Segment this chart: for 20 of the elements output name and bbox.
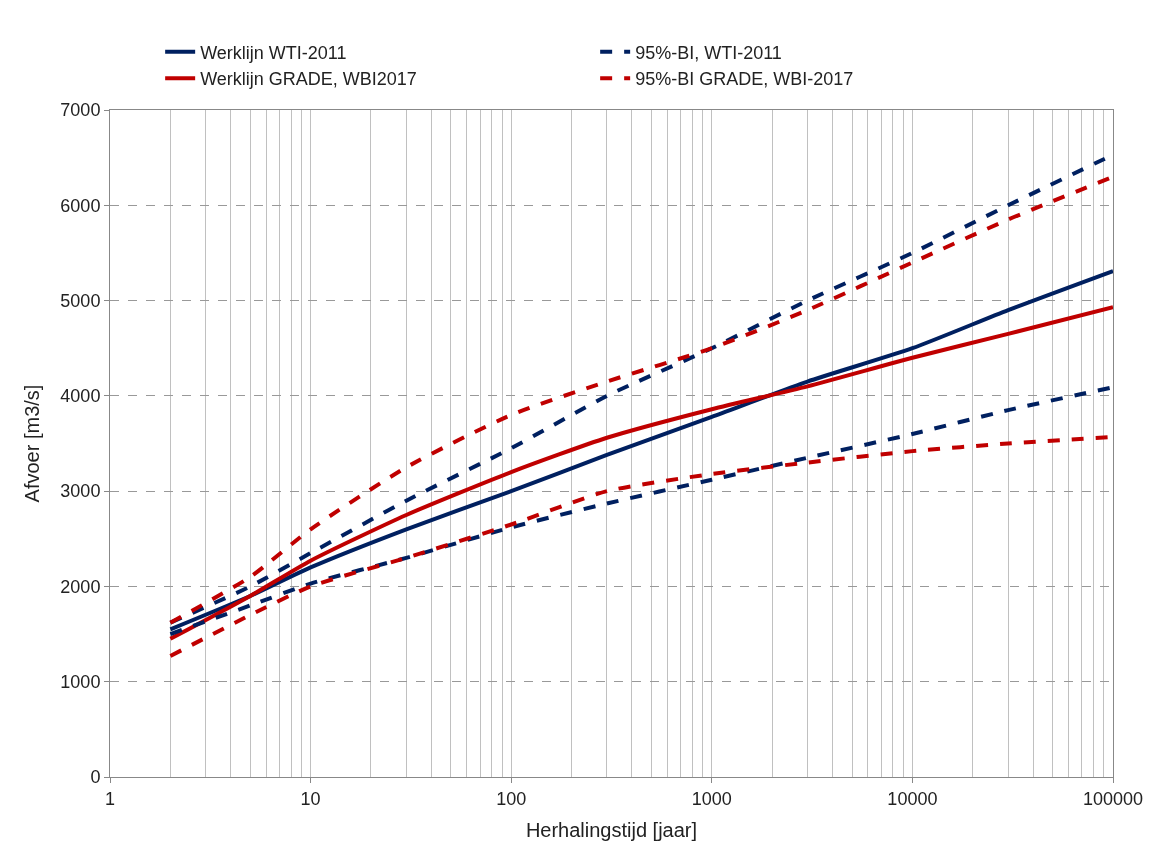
x-tick-label: 100000: [1082, 788, 1144, 809]
y-tick-label: 0: [90, 767, 101, 788]
y-axis-title: Afvoer [m3/s]: [20, 384, 43, 503]
legend-label: 95%-BI GRADE, WBI-2017: [635, 69, 854, 90]
legend-label: Werklijn GRADE, WBI2017: [200, 69, 417, 90]
y-tick-label: 2000: [60, 576, 101, 597]
y-tick-label: 3000: [60, 481, 101, 502]
x-tick-label: 1: [104, 788, 116, 809]
y-tick-label: 7000: [60, 100, 101, 121]
y-tick-label: 6000: [60, 195, 101, 216]
legend-label: Werklijn WTI-2011: [200, 42, 347, 63]
x-tick-label: 10000: [887, 788, 938, 809]
x-tick-label: 10: [300, 788, 321, 809]
y-tick-label: 5000: [60, 290, 101, 311]
legend-label: 95%-BI, WTI-2011: [635, 42, 782, 63]
x-tick-label: 100: [496, 788, 527, 809]
x-tick-label: 1000: [691, 788, 732, 809]
y-tick-label: 1000: [60, 672, 101, 693]
x-axis-title: Herhalingstijd [jaar]: [525, 819, 698, 842]
y-tick-label: 4000: [60, 386, 101, 407]
